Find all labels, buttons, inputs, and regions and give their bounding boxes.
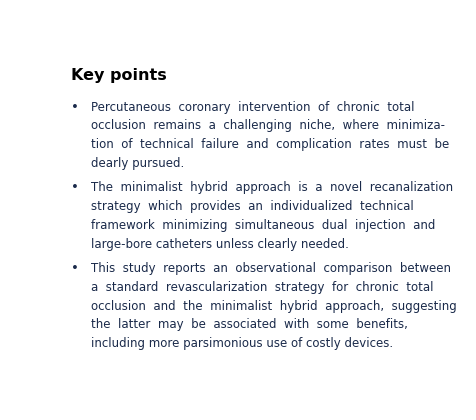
Text: Key points: Key points bbox=[71, 68, 167, 83]
Text: dearly pursued.: dearly pursued. bbox=[91, 157, 184, 170]
Text: strategy  which  provides  an  individualized  technical: strategy which provides an individualize… bbox=[91, 200, 413, 213]
Text: •: • bbox=[71, 181, 79, 194]
Text: tion  of  technical  failure  and  complication  rates  must  be: tion of technical failure and complicati… bbox=[91, 138, 448, 151]
Text: Percutaneous  coronary  intervention  of  chronic  total: Percutaneous coronary intervention of ch… bbox=[91, 100, 414, 113]
Text: •: • bbox=[71, 262, 79, 275]
Text: large-bore catheters unless clearly needed.: large-bore catheters unless clearly need… bbox=[91, 238, 348, 251]
Text: including more parsimonious use of costly devices.: including more parsimonious use of costl… bbox=[91, 337, 392, 350]
Text: •: • bbox=[71, 100, 79, 113]
Text: a  standard  revascularization  strategy  for  chronic  total: a standard revascularization strategy fo… bbox=[91, 281, 433, 294]
Text: the  latter  may  be  associated  with  some  benefits,: the latter may be associated with some b… bbox=[91, 318, 407, 331]
Text: occlusion  remains  a  challenging  niche,  where  minimiza-: occlusion remains a challenging niche, w… bbox=[91, 119, 444, 132]
Text: This  study  reports  an  observational  comparison  between: This study reports an observational comp… bbox=[91, 262, 450, 275]
Text: framework  minimizing  simultaneous  dual  injection  and: framework minimizing simultaneous dual i… bbox=[91, 219, 435, 232]
Text: The  minimalist  hybrid  approach  is  a  novel  recanalization: The minimalist hybrid approach is a nove… bbox=[91, 181, 452, 194]
Text: occlusion  and  the  minimalist  hybrid  approach,  suggesting: occlusion and the minimalist hybrid appr… bbox=[91, 300, 456, 313]
